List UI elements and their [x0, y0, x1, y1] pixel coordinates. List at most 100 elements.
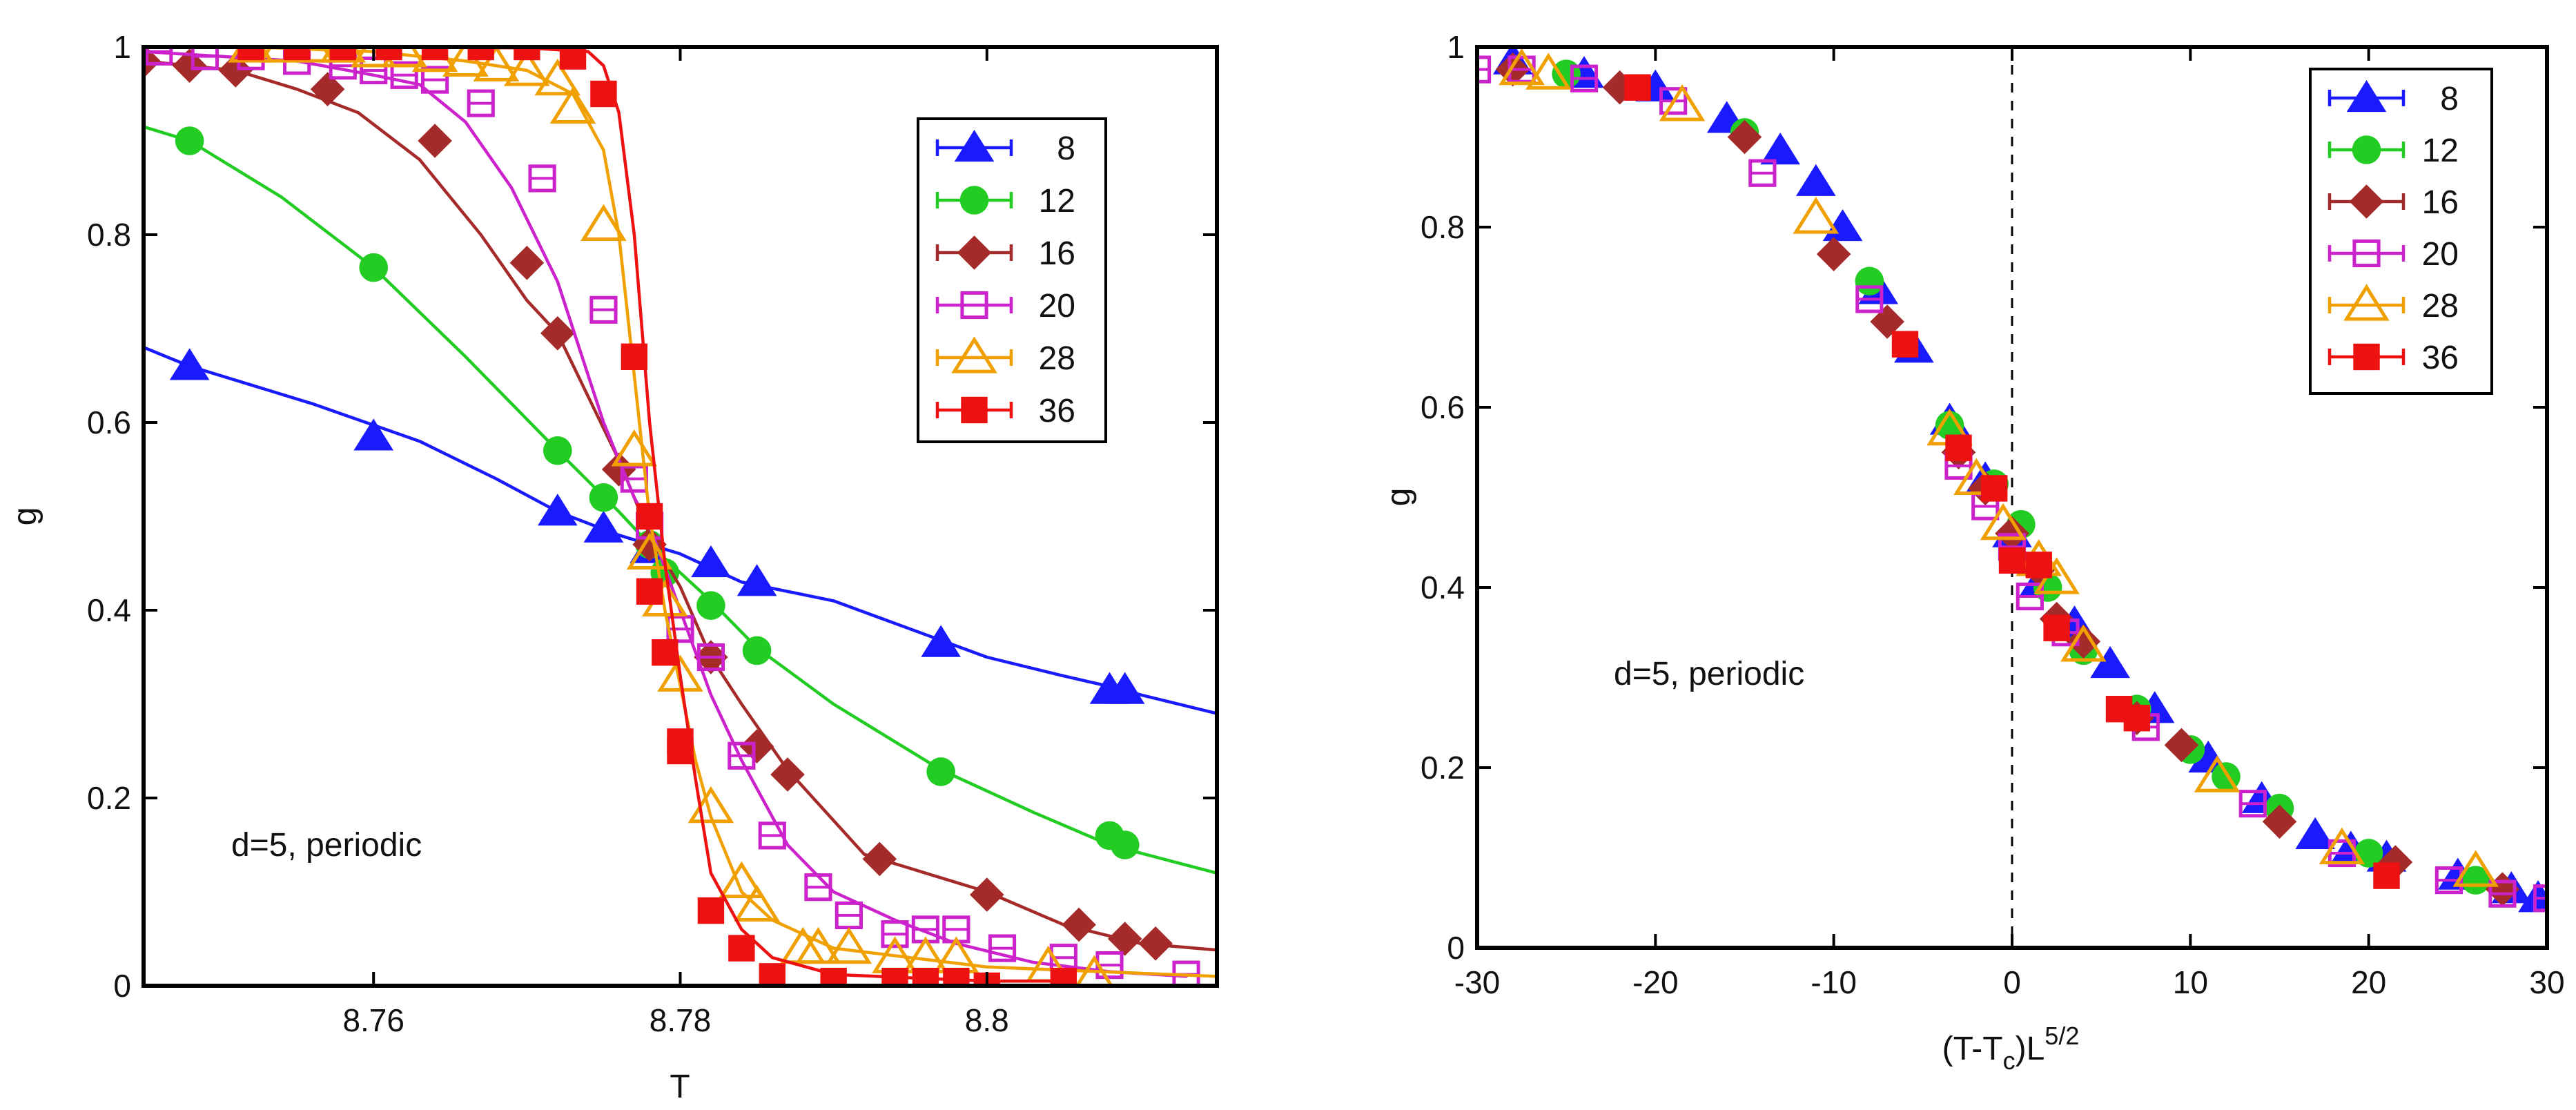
chart-right-legend-label: 36 — [2422, 340, 2459, 376]
chart-right-point-36 — [1980, 475, 2008, 502]
chart-left-point-36 — [375, 47, 402, 61]
chart-left-legend-entry: 28 — [935, 336, 1075, 377]
chart-right-point-28 — [2319, 827, 2365, 865]
chart-left-point-8 — [736, 564, 777, 596]
chart-left-point-8 — [583, 510, 624, 543]
chart-left-legend-marker-36 — [961, 396, 988, 424]
chart-left-legend-label: 12 — [1039, 183, 1075, 220]
chart-right-point-8 — [2188, 740, 2228, 773]
chart-right-series-20 — [1477, 55, 2547, 913]
chart-left-point-8 — [1104, 672, 1145, 704]
chart-right-legend-label: 28 — [2422, 288, 2459, 324]
chart-left-point-16 — [540, 316, 575, 351]
chart-left-point-28 — [580, 204, 627, 242]
chart-right-legend-box — [2309, 68, 2493, 395]
chart-left-point-28 — [657, 654, 703, 692]
chart-left-marks — [144, 47, 1217, 986]
chart-left-legend-box — [917, 117, 1107, 443]
chart-left-point-16 — [862, 841, 897, 877]
chart-left-point-16 — [310, 72, 345, 106]
chart-left-point-36 — [421, 47, 449, 61]
chart-left-point-28 — [258, 47, 305, 63]
chart-left-point-16 — [218, 53, 253, 88]
chart-left-ticks: 8.76 8.78 8.8 0 0.2 0.4 0.6 0.8 1 — [87, 29, 1217, 1038]
chart-left-point-36 — [881, 968, 908, 986]
chart-left-x-tick-label: 8.8 — [965, 1002, 1009, 1038]
chart-left-series-8 — [144, 345, 1217, 715]
chart-right-point-12 — [1935, 411, 1964, 440]
chart-right-x-tick-label: -10 — [1811, 964, 1856, 1000]
chart-left-point-36 — [636, 503, 663, 530]
chart-right-point-8 — [1796, 164, 1836, 196]
chart-right-point-36 — [1998, 547, 2026, 574]
chart-left-point-28 — [504, 49, 550, 86]
chart-right-point-36 — [2373, 862, 2400, 889]
chart-left-point-36 — [728, 935, 755, 962]
chart-left-y-tick-label: 0.8 — [87, 217, 131, 253]
chart-right-x-tick-label: 0 — [2003, 964, 2021, 1000]
chart-right-point-28 — [2194, 755, 2241, 792]
chart-left-point-28 — [1075, 955, 1113, 986]
chart-left-legend-marker-28 — [951, 336, 997, 373]
chart-left-point-12 — [926, 757, 955, 786]
chart-left-point-28 — [473, 47, 520, 81]
chart-right-ticks: -30 -20 -10 0 10 20 30 0 0.2 0.4 0.6 0.8 1 — [1421, 29, 2565, 1000]
chart-left-point-8 — [691, 545, 731, 578]
chart-right-point-28 — [1525, 52, 1572, 90]
chart-right-point-36 — [1945, 434, 1972, 461]
chart-left-point-28 — [611, 429, 658, 467]
chart-right-legend-entry: 12 — [2328, 133, 2459, 169]
chart-right-x-axis-label: (T-Tc)L5/2 — [1942, 1022, 2080, 1075]
chart-left-point-8 — [353, 418, 394, 451]
chart-right-point-16 — [2164, 728, 2199, 763]
chart-right-x-axis-label-sup: 5/2 — [2045, 1022, 2079, 1050]
chart-right-point-16 — [2378, 845, 2413, 879]
chart-left-point-12 — [1110, 830, 1140, 859]
chart-right-y-tick-label: 0 — [1447, 930, 1465, 966]
chart-left-point-28 — [534, 58, 581, 96]
chart-left-legend-label: 16 — [1039, 235, 1075, 272]
chart-left-point-16 — [969, 877, 1004, 912]
chart-left-point-28 — [289, 47, 335, 63]
chart-left-legend-label: 28 — [1039, 340, 1075, 377]
chart-right-x-axis-label-tail: )L — [2016, 1031, 2045, 1067]
chart-left-legend-entry: 12 — [935, 183, 1075, 220]
chart-left-point-36 — [514, 47, 540, 61]
chart-right-legend-marker-36 — [2353, 343, 2380, 371]
chart-left-series-36 — [237, 47, 1077, 986]
chart-left-point-36 — [820, 968, 847, 986]
chart-left-point-12 — [742, 636, 772, 665]
chart-right-y-tick-label: 0.4 — [1421, 569, 1465, 605]
chart-left-y-tick-label: 0 — [113, 968, 131, 1004]
chart-right-x-tick-label: 30 — [2529, 964, 2564, 1000]
chart-right-legend-label: 20 — [2422, 236, 2459, 273]
chart-left-legend-entry: 36 — [935, 393, 1075, 429]
chart-left-point-16 — [1062, 907, 1096, 942]
chart-right-point-16 — [1816, 237, 1851, 271]
chart-right-legend-marker-16 — [2349, 184, 2384, 219]
chart-right-y-tick-label: 0.8 — [1421, 209, 1465, 245]
chart-right-x-tick-label: 10 — [2173, 964, 2208, 1000]
chart-left-y-tick-label: 1 — [113, 29, 131, 65]
chart-left-legend-label: 8 — [1057, 130, 1075, 167]
chart-left-point-36 — [467, 47, 494, 61]
chart-right-point-8 — [2518, 880, 2547, 913]
chart-right-legend-marker-8 — [2346, 79, 2387, 113]
chart-left-point-16 — [418, 124, 452, 158]
chart-right-point-28 — [2452, 850, 2499, 887]
chart-left-point-36 — [237, 47, 264, 61]
chart-left-point-36 — [943, 968, 970, 986]
chart-right-point-28 — [1793, 197, 1840, 234]
chart-left-point-28 — [826, 926, 872, 964]
chart-right-point-8 — [2295, 817, 2335, 850]
chart-right-point-28 — [1499, 48, 1545, 86]
chart-left-legend-label: 20 — [1039, 288, 1075, 324]
chart-left-point-12 — [543, 436, 572, 465]
chart-left-point-16 — [1138, 926, 1173, 961]
chart-right-legend-entry: 8 — [2328, 79, 2459, 117]
chart-right-point-16 — [1602, 70, 1637, 105]
chart-left-point-16 — [770, 757, 805, 792]
chart-left-point-16 — [509, 246, 545, 280]
chart-left-x-axis-label: T — [670, 1069, 690, 1105]
